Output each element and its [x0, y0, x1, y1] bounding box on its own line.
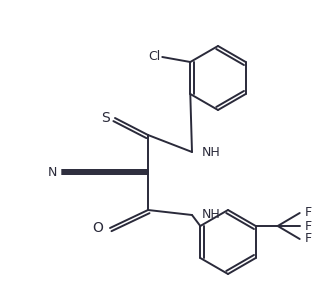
- Text: F: F: [305, 233, 312, 245]
- Text: O: O: [93, 221, 103, 235]
- Text: F: F: [305, 220, 312, 233]
- Text: Cl: Cl: [148, 49, 160, 63]
- Text: N: N: [47, 166, 57, 178]
- Text: NH: NH: [202, 146, 221, 158]
- Text: S: S: [100, 111, 109, 125]
- Text: F: F: [305, 206, 312, 220]
- Text: NH: NH: [202, 208, 221, 221]
